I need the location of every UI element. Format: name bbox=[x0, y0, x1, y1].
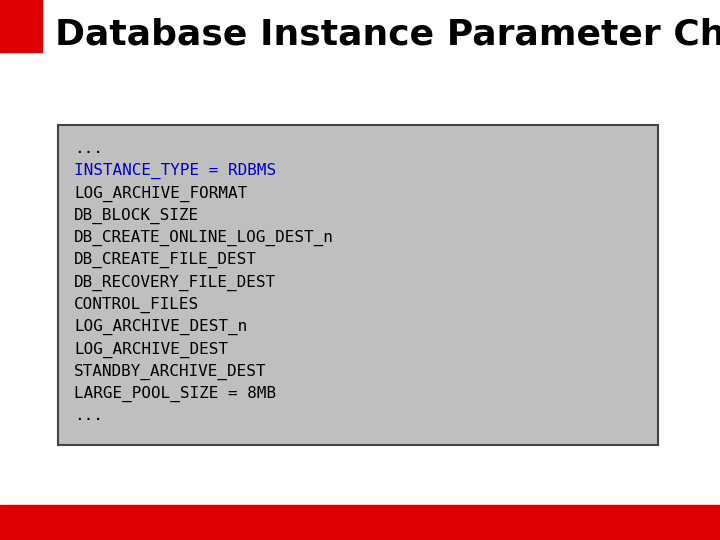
Text: DB_BLOCK_SIZE: DB_BLOCK_SIZE bbox=[74, 208, 199, 224]
Text: LOG_ARCHIVE_DEST_n: LOG_ARCHIVE_DEST_n bbox=[74, 319, 247, 335]
Text: STANDBY_ARCHIVE_DEST: STANDBY_ARCHIVE_DEST bbox=[74, 363, 266, 380]
Text: ORACLE: ORACLE bbox=[626, 514, 706, 531]
Text: CONTROL_FILES: CONTROL_FILES bbox=[74, 297, 199, 313]
Text: ...: ... bbox=[74, 408, 103, 423]
Text: LARGE_POOL_SIZE = 8MB: LARGE_POOL_SIZE = 8MB bbox=[74, 386, 276, 402]
Text: DB_CREATE_FILE_DEST: DB_CREATE_FILE_DEST bbox=[74, 252, 257, 268]
Bar bbox=[0, 505, 720, 540]
Text: LOG_ARCHIVE_DEST: LOG_ARCHIVE_DEST bbox=[74, 341, 228, 357]
FancyBboxPatch shape bbox=[58, 125, 658, 445]
Text: DB_RECOVERY_FILE_DEST: DB_RECOVERY_FILE_DEST bbox=[74, 274, 276, 291]
Bar bbox=[0, 0, 42, 52]
Text: INSTANCE_TYPE = RDBMS: INSTANCE_TYPE = RDBMS bbox=[74, 163, 276, 179]
Text: DB_CREATE_ONLINE_LOG_DEST_n: DB_CREATE_ONLINE_LOG_DEST_n bbox=[74, 230, 334, 246]
Text: LOG_ARCHIVE_FORMAT: LOG_ARCHIVE_FORMAT bbox=[74, 186, 247, 202]
Text: ...: ... bbox=[74, 141, 103, 156]
Text: Database Instance Parameter Changes: Database Instance Parameter Changes bbox=[55, 18, 720, 52]
